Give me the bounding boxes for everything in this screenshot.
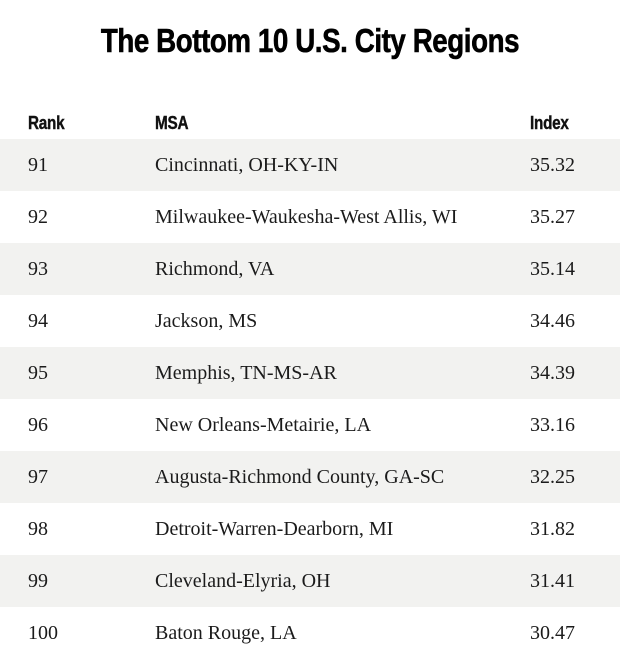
table-row: 98 Detroit-Warren-Dearborn, MI 31.82 [0, 503, 620, 555]
table-row: 95 Memphis, TN-MS-AR 34.39 [0, 347, 620, 399]
index-cell: 32.25 [530, 465, 575, 488]
rank-cell: 99 [28, 569, 48, 592]
msa-cell: New Orleans-Metairie, LA [155, 413, 372, 436]
rank-cell: 94 [28, 309, 48, 332]
index-cell: 31.41 [530, 569, 575, 592]
rank-cell: 98 [28, 517, 48, 540]
index-cell: 34.39 [530, 361, 575, 384]
column-header-rank: Rank [28, 113, 65, 133]
table-body: 91 Cincinnati, OH-KY-IN 35.32 92 Milwaukee-W… [0, 139, 620, 656]
msa-cell: Cleveland-Elyria, OH [155, 569, 331, 592]
index-cell: 34.46 [530, 309, 575, 332]
rank-cell: 100 [28, 621, 58, 644]
table-row: 91 Cincinnati, OH-KY-IN 35.32 [0, 139, 620, 191]
index-cell: 35.27 [530, 205, 575, 228]
table-row: 96 New Orleans-Metairie, LA 33.16 [0, 399, 620, 451]
msa-cell: Memphis, TN-MS-AR [155, 361, 337, 384]
table-row: 99 Cleveland-Elyria, OH 31.41 [0, 555, 620, 607]
rank-cell: 92 [28, 205, 48, 228]
rank-cell: 93 [28, 257, 48, 280]
page-title: The Bottom 10 U.S. City Regions [100, 22, 520, 60]
index-cell: 30.47 [530, 621, 575, 644]
column-header-msa: MSA [155, 113, 189, 133]
rank-cell: 91 [28, 153, 48, 176]
table-header-row: Rank MSA Index [0, 113, 620, 133]
msa-cell: Cincinnati, OH-KY-IN [155, 153, 339, 176]
msa-cell: Detroit-Warren-Dearborn, MI [155, 517, 394, 540]
index-cell: 31.82 [530, 517, 575, 540]
table-row: 94 Jackson, MS 34.46 [0, 295, 620, 347]
msa-cell: Augusta-Richmond County, GA-SC [155, 465, 445, 488]
rank-cell: 96 [28, 413, 48, 436]
table-row: 100 Baton Rouge, LA 30.47 [0, 607, 620, 656]
msa-cell: Richmond, VA [155, 257, 275, 280]
index-cell: 35.32 [530, 153, 575, 176]
index-cell: 35.14 [530, 257, 575, 280]
table-row: 92 Milwaukee-Waukesha-West Allis, WI 35.27 [0, 191, 620, 243]
column-header-index: Index [530, 113, 569, 133]
table-row: 93 Richmond, VA 35.14 [0, 243, 620, 295]
rank-cell: 95 [28, 361, 48, 384]
msa-cell: Jackson, MS [155, 309, 258, 332]
rank-cell: 97 [28, 465, 48, 488]
table-row: 97 Augusta-Richmond County, GA-SC 32.25 [0, 451, 620, 503]
msa-cell: Milwaukee-Waukesha-West Allis, WI [155, 205, 458, 228]
msa-cell: Baton Rouge, LA [155, 621, 297, 644]
index-cell: 33.16 [530, 413, 575, 436]
